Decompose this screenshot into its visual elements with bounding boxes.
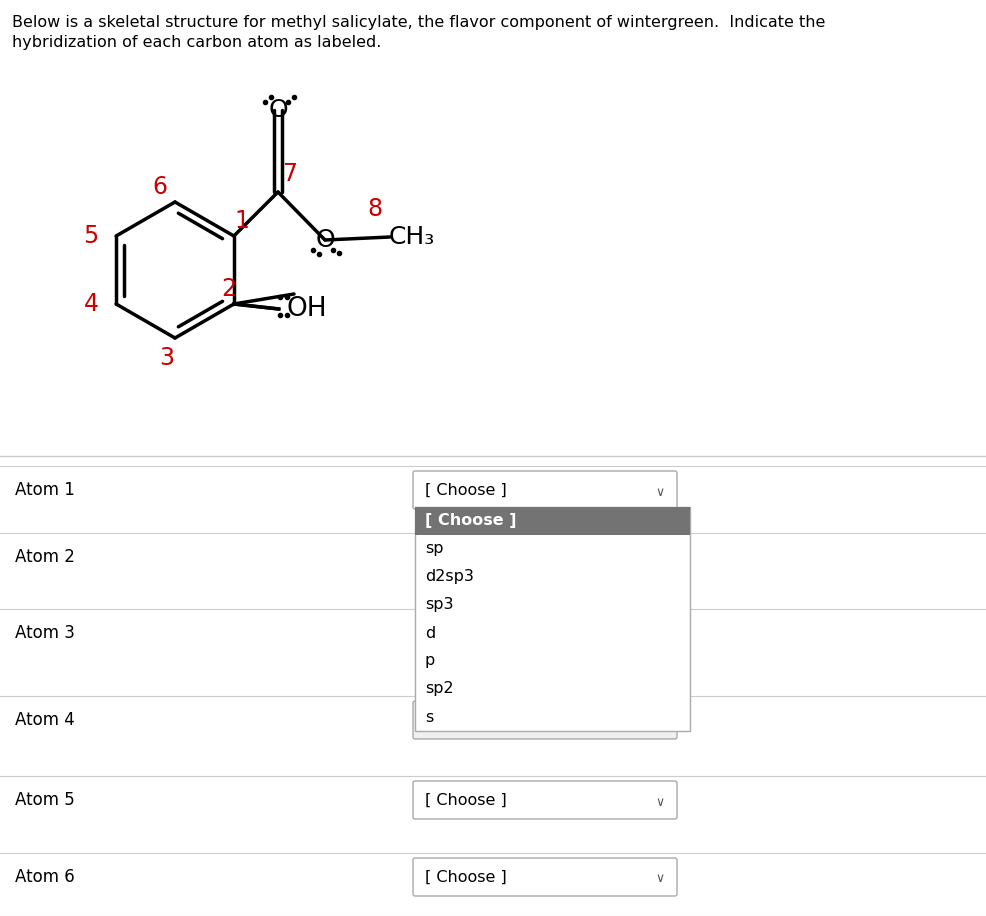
Text: [ Choose ]: [ Choose ] [425, 869, 506, 885]
Text: Atom 6: Atom 6 [15, 868, 75, 886]
Text: s: s [425, 710, 433, 725]
Text: d2sp3: d2sp3 [425, 570, 473, 584]
Text: [ Choose ]: [ Choose ] [425, 713, 506, 727]
Text: 4: 4 [84, 292, 99, 316]
Text: Below is a skeletal structure for methyl salicylate, the flavor component of win: Below is a skeletal structure for methyl… [12, 15, 824, 30]
Text: CH₃: CH₃ [388, 225, 435, 249]
Text: O: O [315, 228, 334, 252]
Bar [414, 507, 689, 535]
Text: sp2: sp2 [425, 682, 454, 696]
Text: sp3: sp3 [425, 597, 453, 613]
Text: ∨: ∨ [655, 715, 664, 728]
Text: [ Choose ]: [ Choose ] [425, 792, 506, 808]
Text: p: p [425, 653, 435, 669]
Text: 1: 1 [235, 209, 249, 233]
Text: 6: 6 [153, 175, 168, 199]
Text: [ Choose ]: [ Choose ] [425, 483, 506, 497]
FancyBboxPatch shape [412, 471, 676, 509]
Text: [ Choose ]: [ Choose ] [425, 514, 516, 529]
Text: 5: 5 [84, 224, 99, 248]
Text: Atom 2: Atom 2 [15, 548, 75, 566]
FancyBboxPatch shape [412, 781, 676, 819]
Text: Atom 5: Atom 5 [15, 791, 75, 809]
Text: hybridization of each carbon atom as labeled.: hybridization of each carbon atom as lab… [12, 35, 381, 50]
Text: d: d [425, 626, 435, 640]
FancyBboxPatch shape [412, 701, 676, 739]
Text: Atom 4: Atom 4 [15, 711, 75, 729]
Text: Atom 1: Atom 1 [15, 481, 75, 499]
Text: sp: sp [425, 541, 443, 557]
Text: ∨: ∨ [655, 873, 664, 886]
Text: 3: 3 [160, 346, 175, 370]
Text: OH: OH [286, 296, 327, 322]
Text: ∨: ∨ [655, 485, 664, 498]
Text: ∨: ∨ [655, 795, 664, 809]
Text: 2: 2 [221, 277, 237, 301]
Text: 8: 8 [367, 197, 383, 221]
Text: Atom 3: Atom 3 [15, 624, 75, 642]
Text: 7: 7 [282, 162, 297, 186]
FancyBboxPatch shape [412, 858, 676, 896]
Text: O: O [268, 98, 288, 122]
Bar [414, 507, 689, 731]
